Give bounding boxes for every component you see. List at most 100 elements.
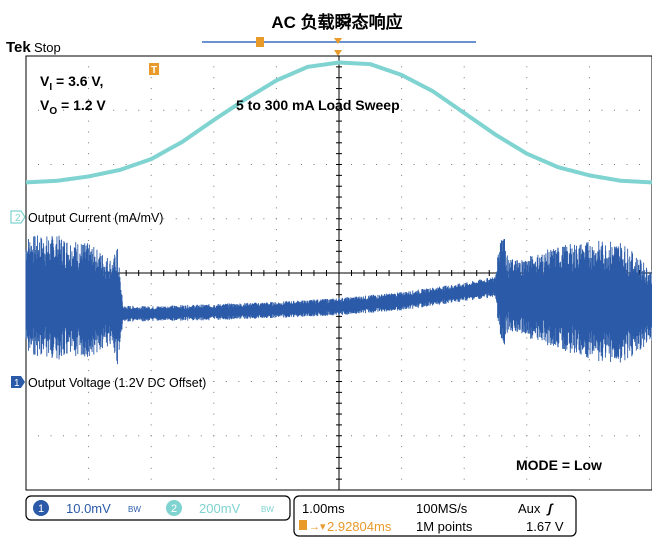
grid-dot: [150, 120, 152, 122]
status-bar: 1 10.0mV BW 2 200mV BW 1.00ms 100MS/s Au…: [25, 495, 577, 537]
traces: [25, 60, 652, 365]
grid-dot: [401, 207, 403, 209]
grid-dot: [488, 218, 490, 220]
grid-dot: [463, 391, 465, 393]
ch1-badge[interactable]: [33, 500, 49, 516]
grid-dot: [401, 131, 403, 133]
ch2-badge[interactable]: [166, 500, 182, 516]
grid-dot: [463, 98, 465, 100]
grid-dot: [426, 109, 428, 111]
grid-dot: [75, 164, 77, 165]
grid-dot: [588, 424, 590, 426]
grid-dot: [88, 131, 90, 133]
grid-dot: [526, 467, 528, 469]
grid-dot: [163, 381, 165, 382]
grid-dot: [213, 261, 215, 263]
grid-dot: [513, 164, 515, 165]
grid-dot: [588, 229, 590, 231]
grid-dot: [63, 218, 65, 220]
grid-dot: [250, 381, 252, 382]
grid-dot: [476, 326, 478, 328]
grid-dot: [150, 402, 152, 404]
sample-rate: 100MS/s: [416, 501, 468, 516]
grid-dot: [150, 478, 152, 480]
grid-dot: [275, 120, 277, 122]
grid-dot: [463, 467, 465, 469]
grid-dot: [451, 326, 453, 328]
grid-dot: [150, 381, 152, 382]
grid-dot: [576, 164, 578, 165]
grid-dot: [213, 359, 215, 361]
grid-dot: [275, 250, 277, 252]
grid-dot: [401, 435, 403, 437]
grid-dot: [463, 142, 465, 144]
grid-dot: [200, 218, 202, 220]
grid-dot: [526, 207, 528, 209]
grid-dot: [150, 174, 152, 176]
grid-dot: [376, 381, 378, 382]
grid-dot: [263, 218, 265, 220]
grid-dot: [463, 66, 465, 68]
grid-dot: [588, 456, 590, 458]
grid-dot: [513, 381, 515, 382]
grid-dot: [351, 218, 353, 220]
svg-text:2: 2: [15, 213, 21, 224]
grid-dot: [551, 381, 553, 382]
grid-dot: [175, 164, 177, 165]
grid-dot: [263, 326, 265, 328]
grid-dot: [213, 424, 215, 426]
grid-dot: [388, 381, 390, 382]
grid-dot: [588, 435, 590, 437]
grid-dot: [150, 250, 152, 252]
grid-dot: [275, 413, 277, 415]
grid-dot: [275, 359, 277, 361]
grid-dot: [413, 435, 415, 437]
grid-dot: [476, 381, 478, 382]
grid-dot: [526, 478, 528, 480]
grid-dot: [213, 294, 215, 296]
grid-dot: [275, 229, 277, 231]
grid-dot: [88, 467, 90, 469]
grid-dot: [538, 381, 540, 382]
ch1-bw-badge: BW: [128, 505, 141, 514]
output-voltage-trace: [25, 235, 652, 365]
grid-dot: [588, 413, 590, 415]
grid-dot: [263, 381, 265, 382]
grid-dot: [476, 164, 478, 165]
grid-dot: [38, 218, 40, 220]
grid-dot: [501, 218, 503, 220]
grid-dot: [463, 315, 465, 317]
grid-dot: [463, 381, 465, 382]
grid-dot: [213, 467, 215, 469]
grid-dot: [463, 446, 465, 448]
run-state-label: Stop: [34, 40, 61, 55]
grid-dot: [388, 326, 390, 328]
acquisition-box[interactable]: [293, 495, 577, 537]
grid-dot: [88, 66, 90, 68]
grid-dot: [401, 142, 403, 144]
grid-dot: [88, 207, 90, 209]
grid-dot: [63, 109, 65, 111]
channel-scale-box[interactable]: [25, 495, 291, 521]
grid-dot: [401, 337, 403, 339]
grid-dot: [363, 435, 365, 437]
trigger-position-arrow-icon: [334, 38, 342, 44]
grid-dot: [275, 131, 277, 133]
grid-dot: [63, 435, 65, 437]
grid-dot: [238, 218, 240, 220]
grid-dot: [238, 109, 240, 111]
grid-dot: [438, 109, 440, 111]
grid-dot: [275, 196, 277, 198]
grid-dot: [275, 402, 277, 404]
grid-dot: [313, 109, 315, 111]
grid-dot: [526, 370, 528, 372]
grid-dot: [213, 66, 215, 68]
grid-dot: [275, 294, 277, 296]
grid-dot: [200, 164, 202, 165]
grid-dot: [113, 164, 115, 165]
grid-dot: [413, 326, 415, 328]
grid-dot: [601, 109, 603, 111]
grid-dot: [200, 326, 202, 328]
grid-dot: [88, 120, 90, 122]
grid-dot: [213, 207, 215, 209]
